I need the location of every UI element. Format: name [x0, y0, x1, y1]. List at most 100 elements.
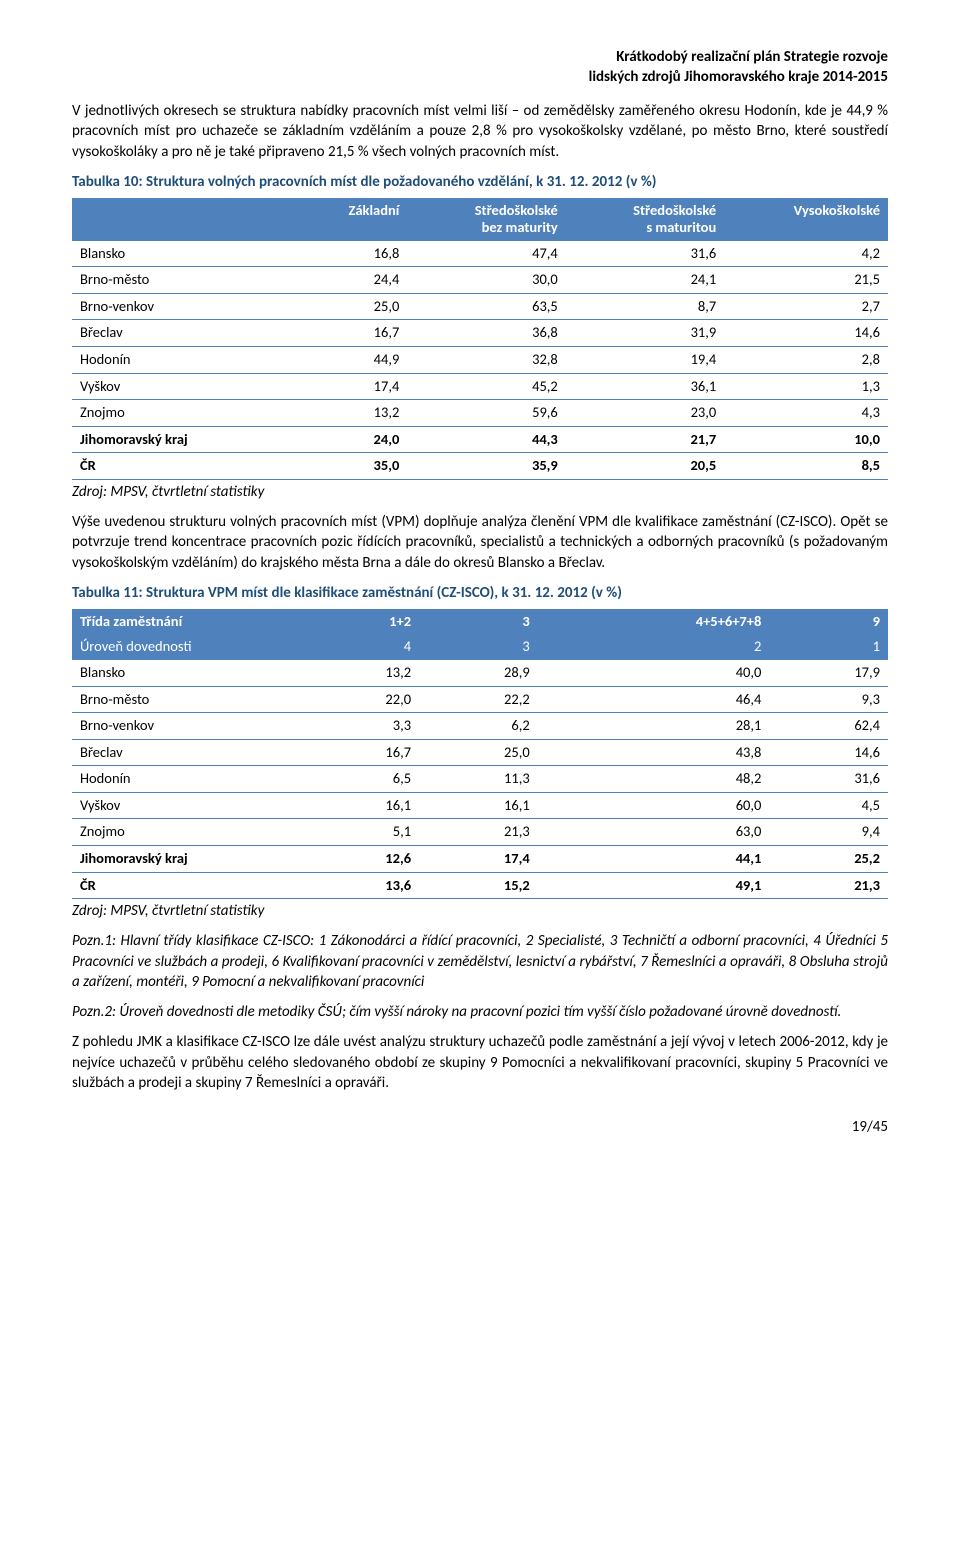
cell: 43,8 [538, 739, 770, 766]
table-row: Hodonín6,511,348,231,6 [72, 766, 888, 793]
cell: 15,2 [419, 872, 538, 899]
table11-note2: Pozn.2: Úroveň dovednosti dle metodiky Č… [72, 1002, 888, 1022]
row-label: Blansko [72, 660, 300, 686]
table10-col-3: Středoškolskés maturitou [566, 198, 724, 241]
cell: 31,6 [566, 241, 724, 267]
cell: 59,6 [407, 400, 565, 427]
cell: 4,3 [724, 400, 888, 427]
table-row: Břeclav16,736,831,914,6 [72, 320, 888, 347]
table-row: ČR35,035,920,58,5 [72, 453, 888, 480]
cell: 30,0 [407, 267, 565, 294]
table10-header-row: ZákladníStředoškolskébez maturityStředoš… [72, 198, 888, 241]
table11-subrow-cell: 3 [419, 634, 538, 660]
cell: 17,4 [300, 373, 407, 400]
row-label: Znojmo [72, 400, 300, 427]
cell: 13,2 [300, 400, 407, 427]
table11-body: Blansko13,228,940,017,9Brno-město22,022,… [72, 660, 888, 899]
table10-source: Zdroj: MPSV, čtvrtletní statistiky [72, 482, 888, 502]
table11-col-3: 4+5+6+7+8 [538, 609, 770, 634]
table11-source: Zdroj: MPSV, čtvrtletní statistiky [72, 901, 888, 921]
cell: 28,9 [419, 660, 538, 686]
page-footer: 19/45 [72, 1117, 888, 1137]
cell: 11,3 [419, 766, 538, 793]
row-label: Znojmo [72, 819, 300, 846]
table-row: Brno-město22,022,246,49,3 [72, 686, 888, 713]
cell: 16,8 [300, 241, 407, 267]
cell: 36,8 [407, 320, 565, 347]
cell: 28,1 [538, 713, 770, 740]
row-label: Brno-město [72, 686, 300, 713]
cell: 1,3 [724, 373, 888, 400]
cell: 6,5 [300, 766, 419, 793]
table-row: Břeclav16,725,043,814,6 [72, 739, 888, 766]
cell: 5,1 [300, 819, 419, 846]
table-row: Jihomoravský kraj24,044,321,710,0 [72, 426, 888, 453]
cell: 9,3 [769, 686, 888, 713]
cell: 20,5 [566, 453, 724, 480]
table11-title: Tabulka 11: Struktura VPM míst dle klasi… [72, 583, 888, 603]
cell: 35,9 [407, 453, 565, 480]
cell: 31,9 [566, 320, 724, 347]
table11-col-0: Třída zaměstnání [72, 609, 300, 634]
cell: 25,0 [419, 739, 538, 766]
table-row: Brno-venkov25,063,58,72,7 [72, 293, 888, 320]
cell: 16,1 [419, 792, 538, 819]
row-label: Hodonín [72, 766, 300, 793]
table10-body: Blansko16,847,431,64,2Brno-město24,430,0… [72, 241, 888, 480]
table10-col-1: Základní [300, 198, 407, 241]
cell: 36,1 [566, 373, 724, 400]
row-label: Brno-venkov [72, 713, 300, 740]
cell: 22,2 [419, 686, 538, 713]
cell: 35,0 [300, 453, 407, 480]
cell: 40,0 [538, 660, 770, 686]
table11-header-row: Třída zaměstnání1+234+5+6+7+89 [72, 609, 888, 634]
row-label: Jihomoravský kraj [72, 845, 300, 872]
doc-header-line1: Krátkodobý realizační plán Strategie roz… [616, 48, 888, 66]
table11-note1: Pozn.1: Hlavní třídy klasifikace CZ-ISCO… [72, 931, 888, 992]
cell: 32,8 [407, 347, 565, 374]
closing-paragraph: Z pohledu JMK a klasifikace CZ-ISCO lze … [72, 1032, 888, 1093]
cell: 47,4 [407, 241, 565, 267]
cell: 45,2 [407, 373, 565, 400]
cell: 10,0 [724, 426, 888, 453]
cell: 17,4 [419, 845, 538, 872]
cell: 23,0 [566, 400, 724, 427]
row-label: Brno-město [72, 267, 300, 294]
cell: 6,2 [419, 713, 538, 740]
table11-col-1: 1+2 [300, 609, 419, 634]
table11-subrow-cell: 4 [300, 634, 419, 660]
cell: 14,6 [769, 739, 888, 766]
cell: 13,6 [300, 872, 419, 899]
cell: 4,2 [724, 241, 888, 267]
table11-subheader-row: Úroveň dovednosti4321 [72, 634, 888, 660]
table11-col-2: 3 [419, 609, 538, 634]
table-row: Znojmo5,121,363,09,4 [72, 819, 888, 846]
cell: 25,0 [300, 293, 407, 320]
table10: ZákladníStředoškolskébez maturityStředoš… [72, 198, 888, 480]
row-label: Vyškov [72, 792, 300, 819]
cell: 8,7 [566, 293, 724, 320]
cell: 62,4 [769, 713, 888, 740]
cell: 16,1 [300, 792, 419, 819]
row-label: Blansko [72, 241, 300, 267]
cell: 14,6 [724, 320, 888, 347]
cell: 13,2 [300, 660, 419, 686]
table11-subrow-cell: 2 [538, 634, 770, 660]
table10-col-2: Středoškolskébez maturity [407, 198, 565, 241]
cell: 25,2 [769, 845, 888, 872]
cell: 48,2 [538, 766, 770, 793]
cell: 63,0 [538, 819, 770, 846]
table10-col-0 [72, 198, 300, 241]
cell: 22,0 [300, 686, 419, 713]
cell: 44,1 [538, 845, 770, 872]
cell: 8,5 [724, 453, 888, 480]
row-label: Břeclav [72, 320, 300, 347]
table11-subrow-label: Úroveň dovednosti [72, 634, 300, 660]
row-label: Hodonín [72, 347, 300, 374]
table-row: Jihomoravský kraj12,617,444,125,2 [72, 845, 888, 872]
cell: 17,9 [769, 660, 888, 686]
table10-col-4: Vysokoškolské [724, 198, 888, 241]
table-row: Brno-město24,430,024,121,5 [72, 267, 888, 294]
row-label: ČR [72, 453, 300, 480]
table-row: Blansko13,228,940,017,9 [72, 660, 888, 686]
